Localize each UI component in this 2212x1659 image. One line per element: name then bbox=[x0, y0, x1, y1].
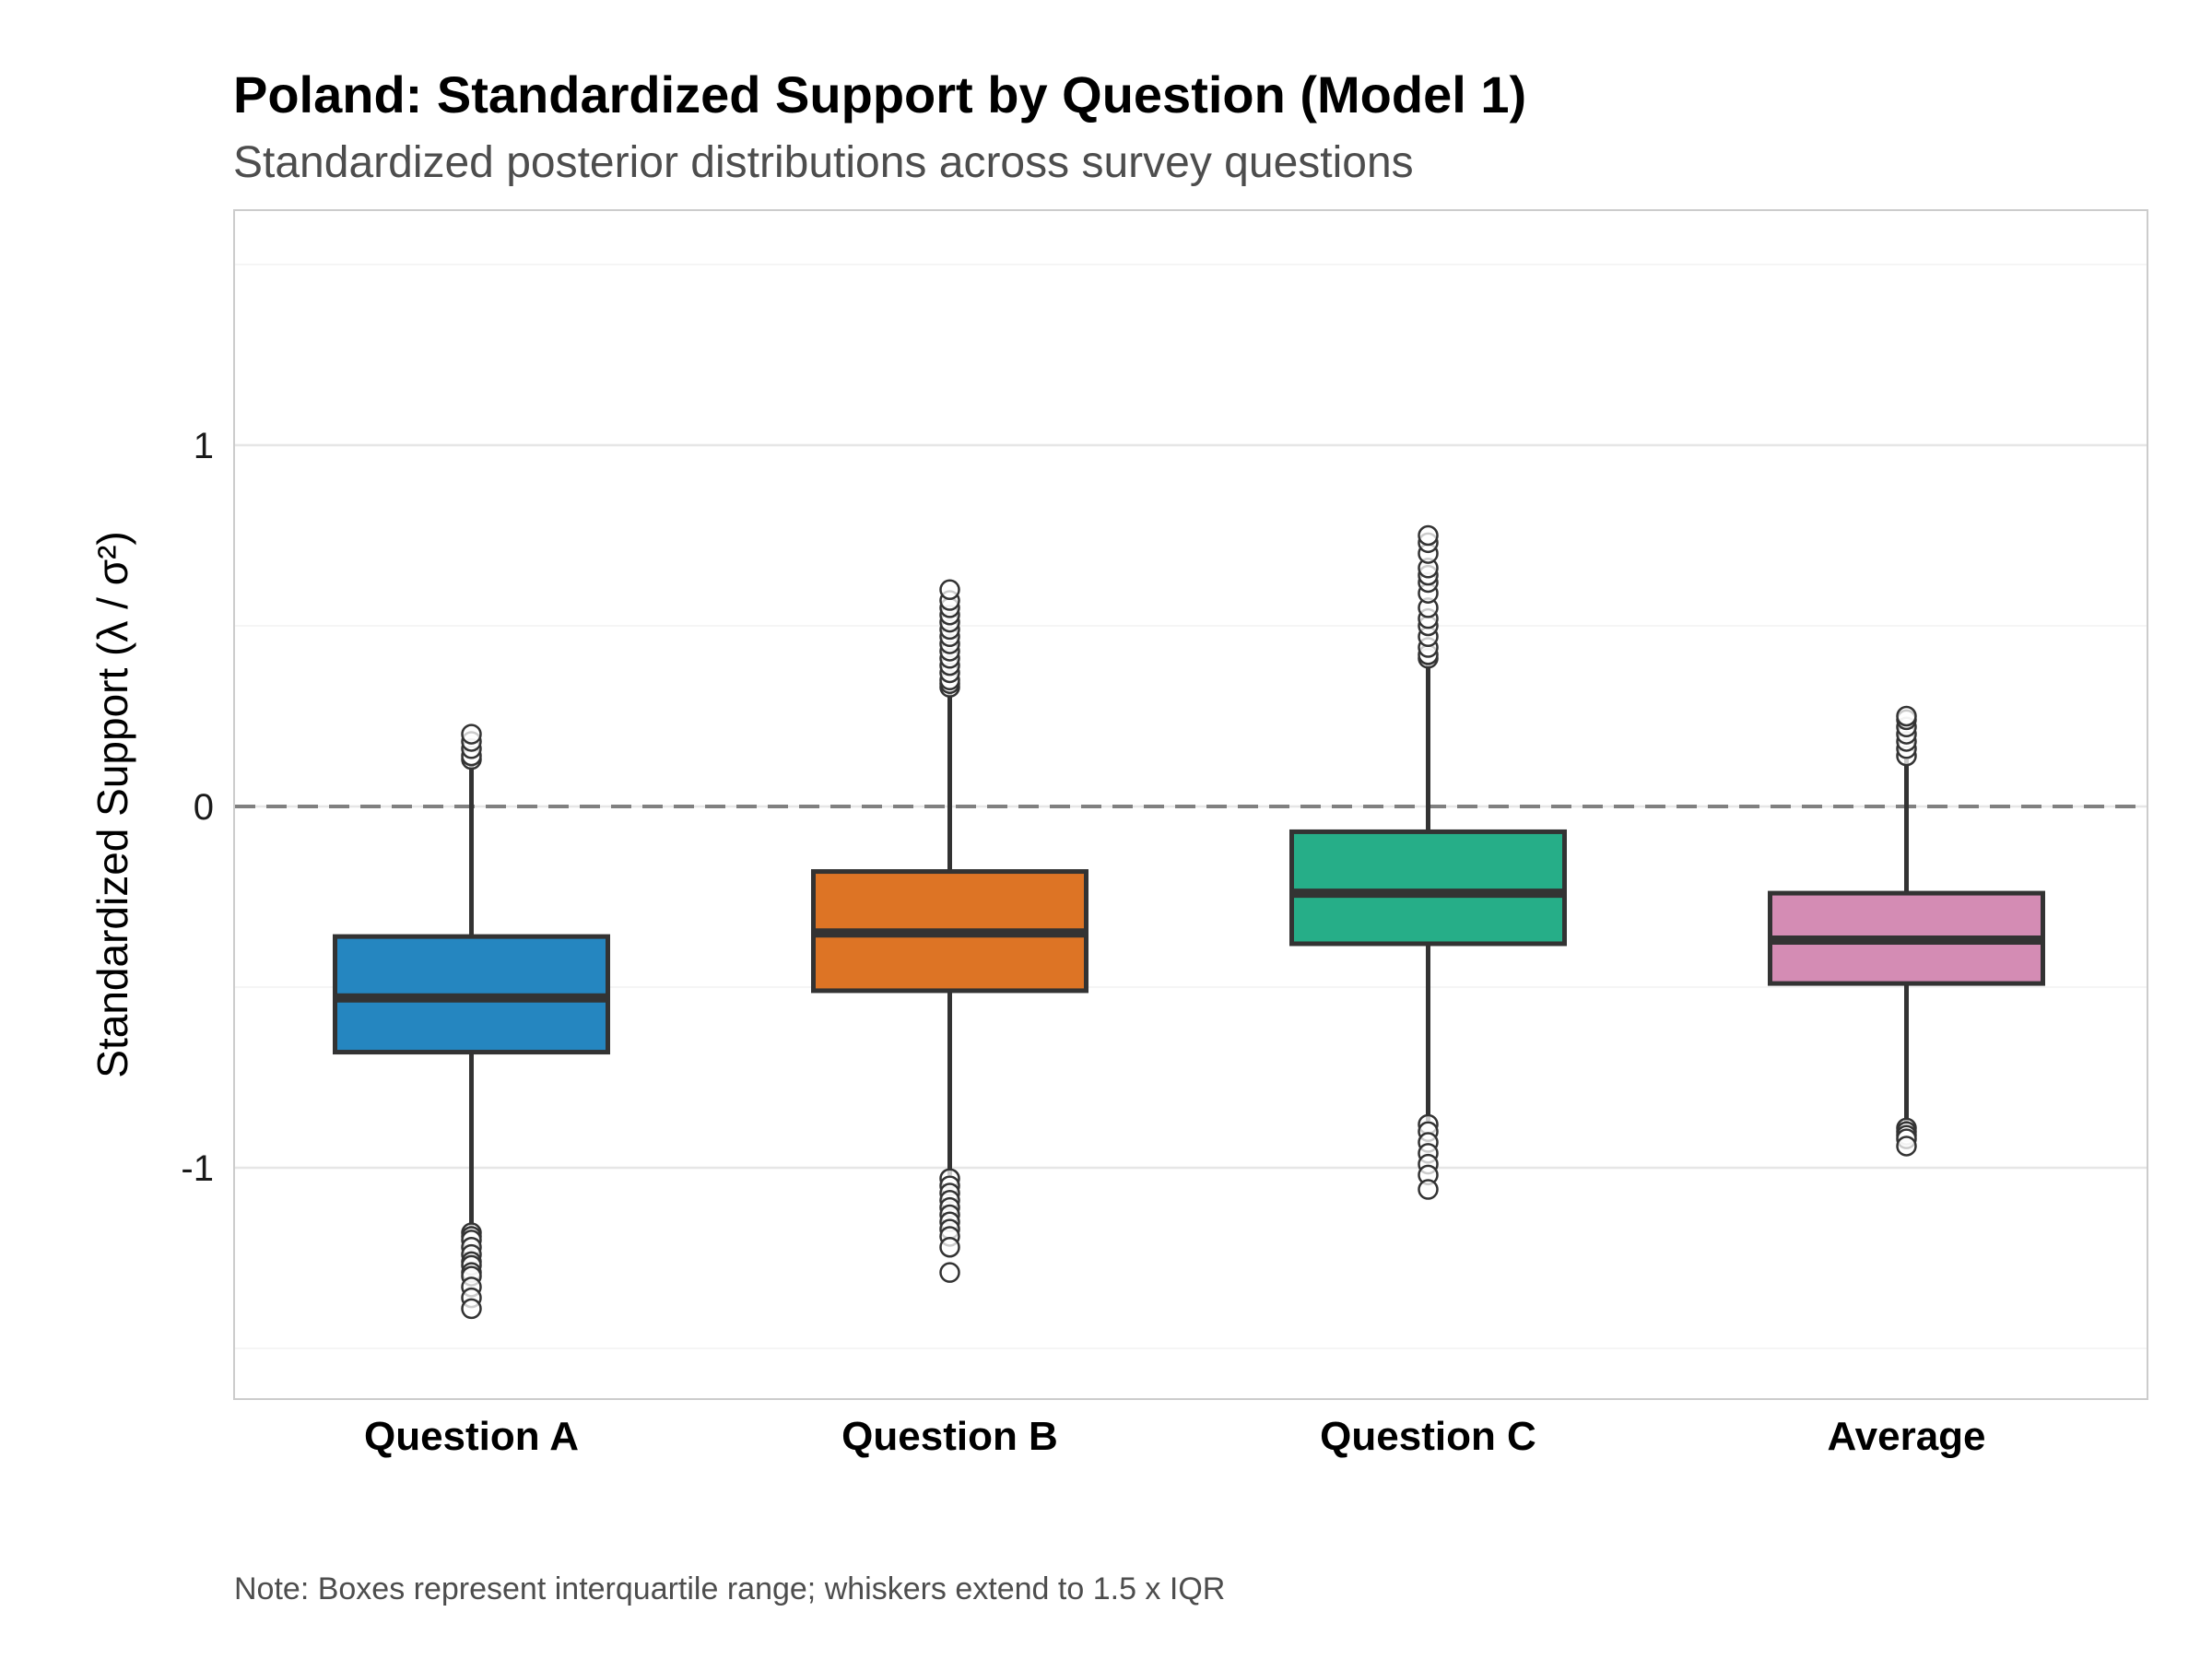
x-tick-label: Question A bbox=[364, 1414, 579, 1459]
outlier-point bbox=[461, 1298, 482, 1320]
outlier-point bbox=[939, 579, 960, 601]
box-question-c bbox=[1289, 524, 1567, 1200]
outlier-point bbox=[461, 724, 482, 745]
outlier-point bbox=[939, 1236, 960, 1258]
grid-lines bbox=[235, 264, 2147, 1349]
x-tick-label: Question B bbox=[841, 1414, 1058, 1459]
outlier-point bbox=[1896, 705, 1917, 727]
box-question-b bbox=[811, 579, 1088, 1283]
chart-note: Note: Boxes represent interquartile rang… bbox=[234, 1571, 1225, 1606]
x-tick-label: Average bbox=[1827, 1414, 1985, 1459]
outlier-point bbox=[1418, 524, 1439, 547]
chart-title: Poland: Standardized Support by Question… bbox=[233, 65, 1526, 124]
y-axis-label: Standardized Support (λ / σ²) bbox=[88, 531, 136, 1077]
y-tick-label: 1 bbox=[194, 426, 214, 466]
x-tick-label: Question C bbox=[1320, 1414, 1536, 1459]
x-axis-ticks: Question A Question B Question C Average bbox=[364, 1414, 1986, 1459]
boxes bbox=[333, 524, 2045, 1320]
outlier-point bbox=[1896, 1135, 1917, 1157]
chart-subtitle: Standardized posterior distributions acr… bbox=[233, 138, 1414, 187]
y-tick-label: -1 bbox=[181, 1148, 214, 1189]
y-tick-label: 0 bbox=[194, 787, 214, 828]
box-average bbox=[1768, 705, 2045, 1157]
box-question-a bbox=[333, 724, 610, 1320]
outlier-point bbox=[939, 1262, 960, 1283]
y-axis-ticks: -1 0 1 bbox=[181, 426, 214, 1189]
iqr-box bbox=[1289, 829, 1567, 947]
outlier-point bbox=[1418, 1179, 1439, 1200]
